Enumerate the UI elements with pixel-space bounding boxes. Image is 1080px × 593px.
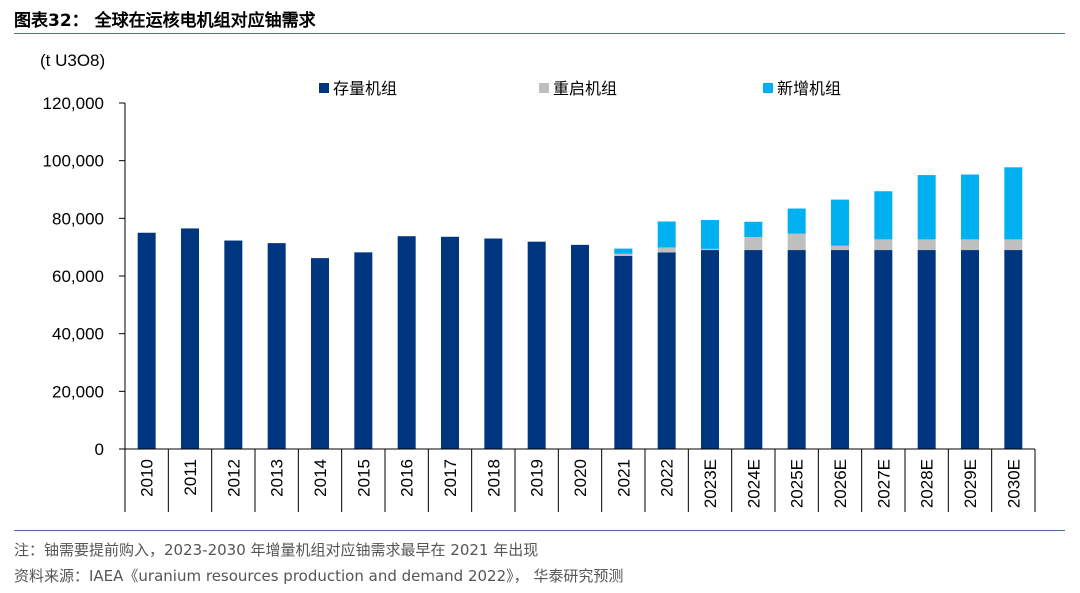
x-tick-label: 2020 (571, 459, 590, 497)
bar-existing-2011 (181, 228, 199, 449)
bar-existing-2019 (527, 241, 546, 449)
source-note: 资料来源：IAEA《uranium resources production a… (14, 567, 624, 585)
y-tick-label: 60,000 (52, 267, 104, 286)
y-tick-label: 40,000 (52, 325, 104, 344)
bar-existing-2020 (571, 244, 589, 449)
bar-existing-2022 (657, 252, 676, 449)
x-tick-label: 2017 (441, 459, 460, 497)
y-tick-label: 20,000 (52, 382, 104, 401)
bar-existing-2030E (1004, 250, 1023, 449)
bar-existing-2014 (311, 258, 329, 449)
bar-existing-2026E (831, 250, 849, 449)
x-axis-labels: 2010 2011 2012 2013 2014 2015 2016 2017 2018 2019… (138, 459, 1024, 508)
bar-restart-2024E (744, 237, 763, 251)
footnote: 注：铀需要提前购入，2023-2030 年增量机组对应铀需求最早在 2021 年… (14, 541, 539, 559)
stacked-bar-chart: (t U3O8) 0 20,000 40,000 60,000 80,000 100,00… (40, 51, 1036, 512)
y-tick-label: 80,000 (52, 209, 104, 228)
legend-label: 存量机组 (333, 79, 397, 98)
bar-restart-2022 (657, 247, 676, 253)
bar-existing-2017 (441, 236, 459, 449)
bar-restart-2025E (787, 233, 806, 251)
bar-existing-2028E (917, 250, 936, 449)
x-tick-label: 2023E (701, 459, 720, 508)
bar-new-2030E (1004, 167, 1023, 240)
x-tick-label: 2019 (528, 459, 547, 497)
y-tick-label: 100,000 (43, 152, 104, 171)
x-tick-label: 2024E (744, 459, 763, 508)
bar-new-2024E (744, 221, 763, 238)
bar-restart-2026E (831, 245, 849, 251)
bar-existing-2010 (137, 232, 156, 449)
axes (124, 103, 1036, 512)
bar-restart-2021 (614, 253, 633, 256)
bar-restart-2027E (874, 239, 893, 251)
bar-existing-2016 (397, 236, 416, 449)
x-tick-label: 2021 (614, 459, 633, 497)
bar-restart-2023E (701, 248, 719, 251)
legend-label: 重启机组 (553, 79, 617, 98)
y-axis-unit-label: (t U3O8) (40, 51, 105, 70)
bar-existing-2029E (961, 250, 979, 449)
x-tick-label: 2028E (918, 459, 937, 508)
x-tick-label: 2011 (181, 459, 200, 496)
bar-existing-2021 (614, 255, 633, 449)
bar-new-2026E (831, 199, 849, 246)
bar-existing-2015 (354, 252, 373, 449)
bar-restart-2028E (917, 239, 936, 251)
x-tick-label: 2016 (398, 459, 417, 497)
bar-new-2021 (614, 248, 633, 254)
bar-existing-2023E (701, 250, 719, 449)
x-tick-label: 2015 (354, 459, 373, 497)
bar-restart-2030E (1004, 239, 1023, 251)
x-tick-label: 2030E (1004, 459, 1023, 508)
y-tick-label: 0 (95, 440, 104, 459)
footer-divider (14, 530, 1065, 531)
x-tick-label: 2029E (961, 459, 980, 508)
x-tick-label: 2022 (658, 459, 677, 497)
x-tick-label: 2013 (268, 459, 287, 497)
legend-swatch (319, 83, 329, 93)
bar-restart-2029E (961, 239, 979, 251)
bar-series (137, 167, 1023, 449)
y-tick-label: 120,000 (43, 94, 104, 113)
x-tick-label: 2012 (224, 459, 243, 497)
bar-new-2025E (787, 208, 806, 234)
bar-existing-2012 (224, 240, 243, 449)
legend-swatch (763, 83, 773, 93)
bar-new-2023E (701, 220, 719, 249)
bar-new-2022 (657, 221, 676, 248)
bar-existing-2027E (874, 250, 893, 449)
x-tick-label: 2027E (874, 459, 893, 508)
y-axis-ticks: 0 20,000 40,000 60,000 80,000 100,000 120,000 (43, 94, 125, 459)
legend-label: 新增机组 (777, 79, 841, 98)
x-tick-label: 2010 (138, 459, 157, 497)
title-divider (14, 33, 1065, 34)
x-tick-label: 2025E (788, 459, 807, 508)
bar-new-2029E (961, 174, 979, 240)
bar-existing-2024E (744, 250, 763, 449)
bar-existing-2018 (484, 238, 503, 449)
bar-new-2027E (874, 191, 893, 240)
x-tick-label: 2018 (484, 459, 503, 497)
legend: 存量机组 重启机组 新增机组 (319, 79, 841, 98)
legend-swatch (539, 83, 549, 93)
bar-new-2028E (917, 175, 936, 240)
bar-existing-2025E (787, 250, 806, 449)
bar-existing-2013 (267, 243, 286, 449)
x-tick-label: 2026E (831, 459, 850, 508)
figure-title: 图表32： 全球在运核电机组对应铀需求 (14, 11, 316, 31)
x-tick-label: 2014 (311, 459, 330, 497)
